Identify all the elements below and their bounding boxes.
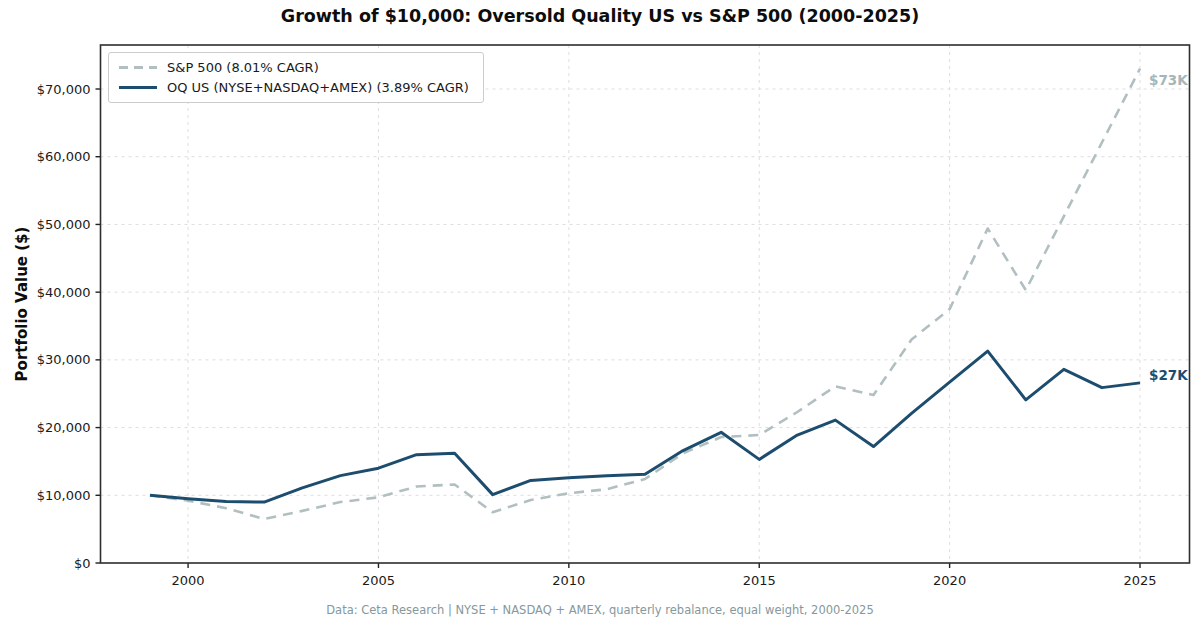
legend-label-oq: OQ US (NYSE+NASDAQ+AMEX) (3.89% CAGR) [167, 80, 469, 95]
legend: S&P 500 (8.01% CAGR) OQ US (NYSE+NASDAQ+… [108, 52, 484, 103]
figure: Growth of $10,000: Oversold Quality US v… [0, 0, 1200, 627]
x-tick-label: 2010 [552, 573, 585, 588]
x-tick-label: 2020 [933, 573, 966, 588]
y-tick-label: $40,000 [37, 285, 91, 300]
y-tick-label: $0 [74, 556, 91, 571]
y-tick-label: $70,000 [37, 82, 91, 97]
legend-item-oq: OQ US (NYSE+NASDAQ+AMEX) (3.89% CAGR) [119, 80, 469, 95]
x-tick-label: 2015 [743, 573, 776, 588]
y-tick-label: $30,000 [37, 352, 91, 367]
legend-label-sp500: S&P 500 (8.01% CAGR) [167, 60, 319, 75]
annotation-oq-end-value: $27K [1149, 367, 1188, 383]
annotation-sp500-end-value: $73K [1149, 72, 1188, 88]
x-tick-label: 2005 [362, 573, 395, 588]
y-tick-label: $50,000 [37, 217, 91, 232]
data-source-caption: Data: Ceta Research | NYSE + NASDAQ + AM… [0, 603, 1200, 617]
oq-solid-line-sample [119, 86, 157, 89]
y-tick-label: $10,000 [37, 488, 91, 503]
x-tick-label: 2025 [1123, 573, 1156, 588]
y-tick-label: $20,000 [37, 420, 91, 435]
sp500-dashed-line-sample [119, 66, 157, 69]
plot-frame [101, 45, 1190, 563]
x-tick-label: 2000 [172, 573, 205, 588]
legend-item-sp500: S&P 500 (8.01% CAGR) [119, 60, 469, 75]
y-tick-label: $60,000 [37, 149, 91, 164]
sp500-line [150, 69, 1140, 519]
